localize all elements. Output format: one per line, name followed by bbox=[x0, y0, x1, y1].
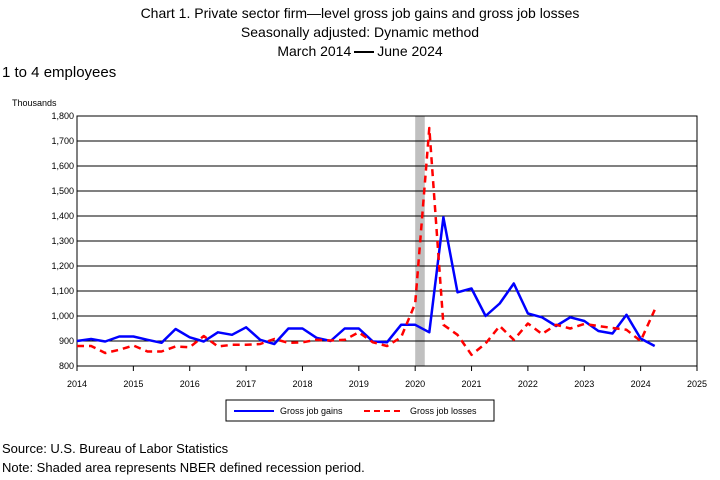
series-line-gross-job-losses bbox=[77, 126, 656, 357]
y-tick-label: 1,300 bbox=[51, 236, 74, 246]
x-tick-label: 2018 bbox=[292, 379, 312, 389]
y-tick-label: 1,400 bbox=[51, 211, 74, 221]
y-tick-label: 900 bbox=[59, 336, 74, 346]
plot-frame bbox=[76, 115, 698, 367]
x-tick-label: 2024 bbox=[631, 379, 651, 389]
chart-subtitle-method: Seasonally adjusted: Dynamic method bbox=[240, 24, 480, 40]
x-tick-label: 2025 bbox=[687, 379, 707, 389]
chart-title: Chart 1. Private sector firm—level gross… bbox=[140, 5, 580, 21]
x-tick-label: 2020 bbox=[405, 379, 425, 389]
x-tick-label: 2022 bbox=[518, 379, 538, 389]
x-tick-label: 2023 bbox=[574, 379, 594, 389]
y-tick-label: 1,500 bbox=[51, 186, 74, 196]
recession-note: Note: Shaded area represents NBER define… bbox=[2, 460, 365, 475]
y-tick-label: 1,100 bbox=[51, 286, 74, 296]
line-chart: 800 900 1,000 1,100 1,200 1,300 1,400 1,500 1,60… bbox=[51, 111, 707, 422]
y-tick-label: 1,800 bbox=[51, 111, 74, 121]
y-tick-label: 1,200 bbox=[51, 261, 74, 271]
legend-label: Gross job gains bbox=[280, 406, 343, 416]
y-tick-label: 1,000 bbox=[51, 311, 74, 321]
chart-period: March 2014 June 2024 bbox=[0, 42, 720, 60]
source-note: Source: U.S. Bureau of Labor Statistics bbox=[2, 441, 229, 456]
x-tick-label: 2021 bbox=[462, 379, 482, 389]
y-tick-label: 800 bbox=[59, 361, 74, 371]
y-axis-unit-label: Thousands bbox=[12, 98, 57, 108]
x-tick-label: 2019 bbox=[349, 379, 369, 389]
legend-label: Gross job losses bbox=[410, 406, 477, 416]
x-tick-label: 2016 bbox=[180, 379, 200, 389]
x-tick-label: 2015 bbox=[123, 379, 143, 389]
legend-box bbox=[225, 399, 495, 422]
x-tick-label: 2017 bbox=[236, 379, 256, 389]
period-start: March 2014 bbox=[277, 43, 352, 59]
y-tick-label: 1,700 bbox=[51, 136, 74, 146]
size-class-label: 1 to 4 employees bbox=[2, 64, 117, 81]
y-tick-label: 1,600 bbox=[51, 161, 74, 171]
period-end: June 2024 bbox=[377, 43, 443, 59]
x-tick-label: 2014 bbox=[67, 379, 87, 389]
period-dash-icon bbox=[354, 51, 375, 54]
